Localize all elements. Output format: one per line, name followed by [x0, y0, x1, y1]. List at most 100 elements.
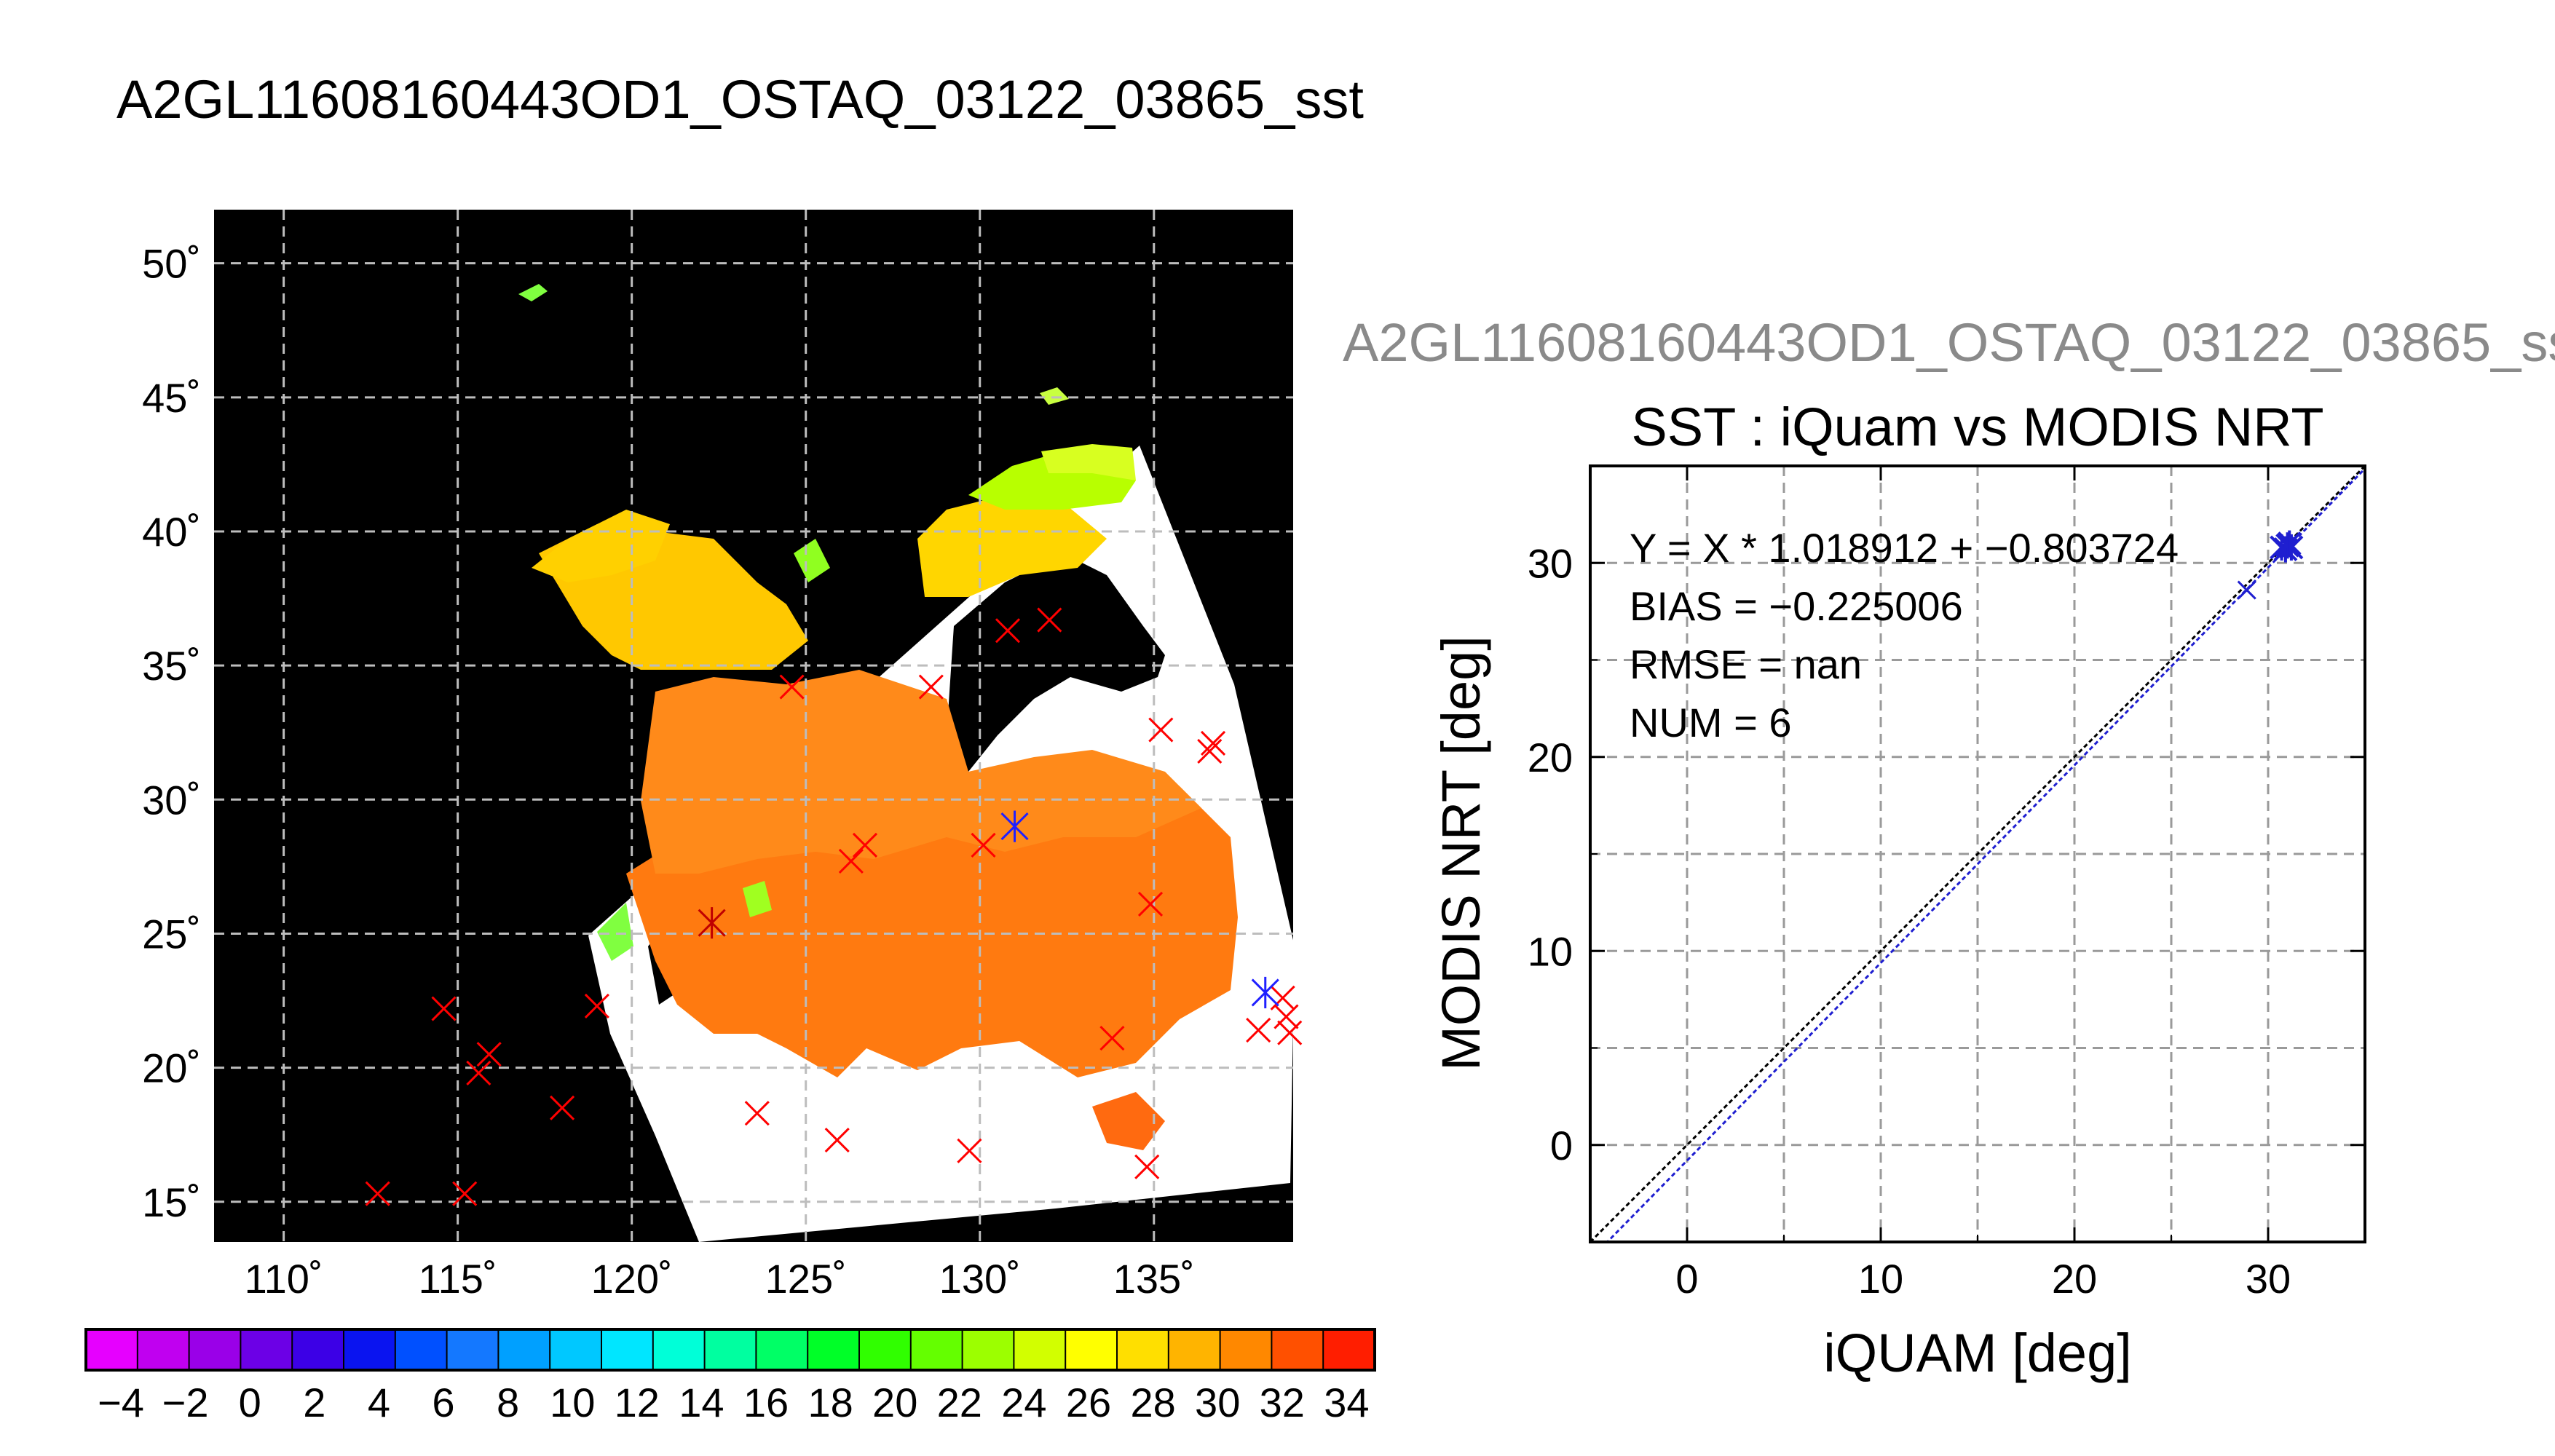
map-marker-x: [995, 618, 1021, 644]
colorbar-tick-label: 18: [807, 1380, 853, 1425]
colorbar-cell: [807, 1329, 861, 1371]
map-marker-asterisk: [698, 907, 726, 939]
colorbar-cell: [961, 1329, 1015, 1371]
colorbar-tick-label: 24: [1001, 1380, 1046, 1425]
colorbar-cell: [909, 1329, 964, 1371]
map-lat-tick-label: 45˚: [142, 375, 201, 421]
colorbar-cell: [1013, 1329, 1067, 1371]
scatter-y-tick-label: 0: [1550, 1123, 1573, 1168]
scatter-x-tick-label: 30: [2246, 1256, 2291, 1302]
sst-orange-pacific-patch: [1092, 1092, 1165, 1150]
map-lat-tick-label: 15˚: [142, 1179, 201, 1225]
map-lon-tick-label: 125˚: [765, 1256, 847, 1302]
map-marker-asterisk: [1251, 976, 1279, 1009]
colorbar-cell: [601, 1329, 655, 1371]
map-marker-x: [824, 1127, 850, 1153]
swath-land-china: [575, 641, 655, 935]
main-title: A2GL11608160443OD1_OSTAQ_03122_03865_sst: [117, 69, 1364, 130]
scatter-y-tick-label: 20: [1528, 735, 1573, 780]
map-marker-x: [1197, 738, 1223, 764]
colorbar-cell: [703, 1329, 757, 1371]
scatter-title: SST : iQuam vs MODIS NRT: [1631, 397, 2323, 457]
colorbar-tick-label: −2: [162, 1380, 209, 1425]
sst-orange-south: [626, 786, 1238, 1077]
sst-map: 110˚ 115˚ 120˚ 125˚ 130˚ 135˚ 50˚ 45˚ 40˚ 35˚ 30˚…: [142, 210, 1303, 1302]
sst-patch-north-45: [518, 284, 548, 301]
colorbar-cell: [85, 1329, 139, 1371]
map-lon-tick-label: 115˚: [419, 1256, 497, 1302]
map-lon-tick-label: 120˚: [591, 1256, 673, 1302]
map-lat-tick-label: 40˚: [142, 509, 201, 555]
colorbar-cell: [497, 1329, 551, 1371]
scatter-panel: A2GL11608160443OD1_OSTAQ_03122_03865_sst…: [1343, 312, 2555, 1383]
colorbar-cell: [652, 1329, 706, 1371]
map-marker-x: [1137, 891, 1164, 917]
colorbar-cell: [240, 1329, 293, 1371]
colorbar-cell: [755, 1329, 809, 1371]
map-lat-tick-label: 30˚: [142, 777, 201, 823]
scatter-x-tick-label: 10: [1858, 1256, 1903, 1302]
colorbar-tick-label: 10: [550, 1380, 595, 1425]
map-lon-tick-label: 135˚: [1113, 1256, 1195, 1302]
colorbar-cell: [1116, 1329, 1170, 1371]
sst-yellow-bohai: [532, 510, 670, 582]
map-lat-ticks: 50˚ 45˚ 40˚ 35˚ 30˚ 25˚ 20˚ 15˚: [142, 241, 201, 1225]
map-markers: [365, 607, 1303, 1206]
map-marker-x: [365, 1181, 390, 1206]
colorbar-tick-labels: −4 −2 0 2 4 6 8 10 12 14 16 18 20 22 24 26 28 30 32 34: [98, 1380, 1369, 1425]
scatter-point-x: [2237, 580, 2256, 600]
colorbar-tick-label: 12: [615, 1380, 660, 1425]
map-grid: [214, 210, 1293, 1242]
colorbar-tick-label: 30: [1195, 1380, 1240, 1425]
map-marker-x: [431, 996, 457, 1021]
colorbar-cell: [136, 1329, 191, 1371]
sst-green-yellowgreen-north: [1041, 444, 1136, 480]
colorbar-tick-label: −4: [98, 1380, 144, 1425]
map-lon-tick-label: 130˚: [939, 1256, 1021, 1302]
map-marker-x: [918, 674, 944, 700]
map-marker-x: [1273, 1004, 1299, 1029]
colorbar-tick-label: 16: [743, 1380, 789, 1425]
map-marker-x: [744, 1101, 770, 1126]
colorbar-cell: [549, 1329, 603, 1371]
colorbar-frame: [84, 1328, 1376, 1372]
colorbar-tick-label: 28: [1130, 1380, 1175, 1425]
map-marker-x: [1246, 1017, 1271, 1043]
colorbar-cell: [1219, 1329, 1273, 1371]
scatter-top-title: A2GL11608160443OD1_OSTAQ_03122_03865_sst: [1343, 312, 2555, 373]
colorbar-cell: [1271, 1329, 1324, 1371]
map-marker-x: [476, 1042, 502, 1067]
sst-green-coastal: [743, 881, 772, 917]
colorbar-tick-label: 26: [1066, 1380, 1111, 1425]
map-marker-x: [852, 832, 878, 858]
sst-yellow-sea-of-japan: [917, 495, 1107, 597]
map-marker-x: [550, 1095, 575, 1120]
map-lat-tick-label: 20˚: [142, 1045, 201, 1091]
sst-green-bohai: [794, 539, 830, 582]
map-marker-x: [838, 848, 864, 874]
map-marker-x: [1099, 1026, 1125, 1051]
sst-patch-north-44: [1040, 387, 1069, 405]
map-lat-tick-label: 35˚: [142, 643, 201, 689]
colorbar-cell: [291, 1329, 345, 1371]
colorbar-tick-label: 8: [497, 1380, 519, 1425]
map-lon-ticks: 110˚ 115˚ 120˚ 125˚ 130˚ 135˚: [245, 1256, 1195, 1302]
map-marker-x: [957, 1138, 982, 1163]
scatter-y-tick-label: 10: [1528, 928, 1573, 974]
colorbar-tick-label: 0: [239, 1380, 261, 1425]
colorbar-tick-label: 4: [368, 1380, 390, 1425]
swath-land-korea: [801, 531, 917, 670]
scatter-points: [2237, 530, 2304, 600]
map-marker-x: [1037, 607, 1062, 633]
swath-land-japan: [947, 553, 1165, 772]
colorbar-cell: [1167, 1329, 1222, 1371]
scatter-stat-line: RMSE = nan: [1630, 641, 1862, 687]
map-lat-tick-label: 25˚: [142, 911, 201, 957]
scatter-stats: Y = X * 1.018912 + −0.803724 BIAS = −0.22…: [1630, 525, 2179, 745]
map-marker-x: [971, 832, 996, 858]
scatter-stat-line: NUM = 6: [1630, 700, 1792, 745]
colorbar: −4 −2 0 2 4 6 8 10 12 14 16 18 20 22 24 26 28 30 32 34: [84, 1328, 1376, 1425]
colorbar-tick-label: 34: [1324, 1380, 1369, 1425]
sst-orange-east-china-sea: [641, 670, 1201, 874]
